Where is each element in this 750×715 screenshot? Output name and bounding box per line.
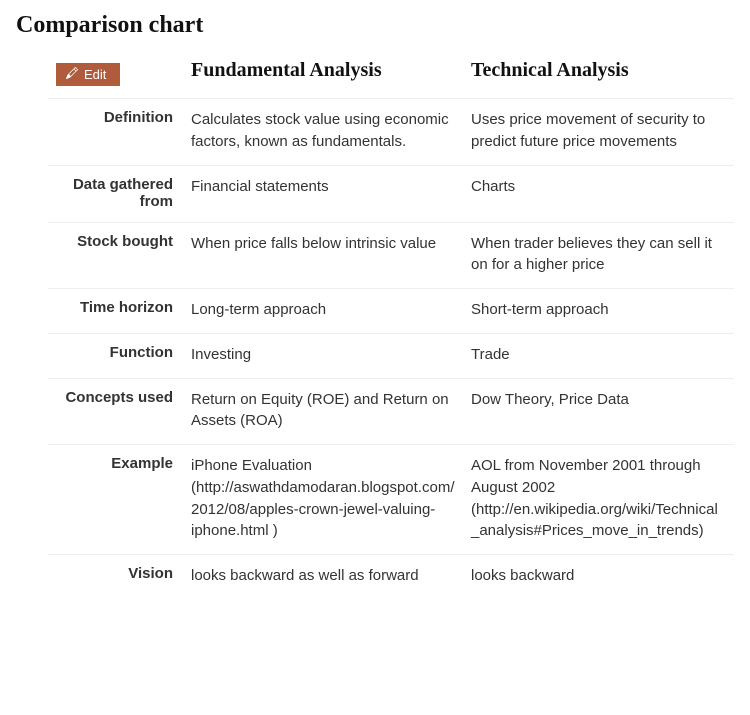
table-row: Stock boughtWhen price falls below intri…	[48, 222, 734, 289]
cell-fundamental: looks backward as well as forward	[183, 555, 463, 599]
column-header-b: Technical Analysis	[463, 53, 734, 99]
row-label: Example	[48, 445, 183, 555]
row-label: Function	[48, 333, 183, 378]
table-row: Time horizonLong-term approachShort-term…	[48, 289, 734, 334]
table-row: Data gathered fromFinancial statementsCh…	[48, 165, 734, 222]
page-title: Comparison chart	[16, 12, 734, 39]
row-label: Vision	[48, 555, 183, 599]
pencil-icon	[66, 67, 78, 82]
cell-fundamental: Financial statements	[183, 165, 463, 222]
row-label: Stock bought	[48, 222, 183, 289]
cell-fundamental: iPhone Evaluation (http://aswathdamodara…	[183, 445, 463, 555]
table-row: DefinitionCalculates stock value using e…	[48, 99, 734, 166]
cell-technical: Uses price movement of security to predi…	[463, 99, 734, 166]
cell-fundamental: Return on Equity (ROE) and Return on Ass…	[183, 378, 463, 445]
row-label: Data gathered from	[48, 165, 183, 222]
row-label: Concepts used	[48, 378, 183, 445]
cell-fundamental: Long-term approach	[183, 289, 463, 334]
row-label: Time horizon	[48, 289, 183, 334]
edit-button[interactable]: Edit	[56, 63, 120, 86]
table-row: FunctionInvestingTrade	[48, 333, 734, 378]
table-row: ExampleiPhone Evaluation (http://aswathd…	[48, 445, 734, 555]
cell-technical: Charts	[463, 165, 734, 222]
cell-fundamental: Calculates stock value using economic fa…	[183, 99, 463, 166]
comparison-table: Edit Fundamental Analysis Technical Anal…	[48, 53, 734, 599]
column-header-a: Fundamental Analysis	[183, 53, 463, 99]
cell-fundamental: Investing	[183, 333, 463, 378]
comparison-table-wrap: Edit Fundamental Analysis Technical Anal…	[16, 53, 734, 599]
edit-button-label: Edit	[84, 67, 106, 82]
cell-technical: Short-term approach	[463, 289, 734, 334]
row-label: Definition	[48, 99, 183, 166]
cell-technical: When trader believes they can sell it on…	[463, 222, 734, 289]
table-row: Concepts usedReturn on Equity (ROE) and …	[48, 378, 734, 445]
table-row: Visionlooks backward as well as forwardl…	[48, 555, 734, 599]
cell-technical: looks backward	[463, 555, 734, 599]
cell-technical: Trade	[463, 333, 734, 378]
cell-fundamental: When price falls below intrinsic value	[183, 222, 463, 289]
cell-technical: AOL from November 2001 through August 20…	[463, 445, 734, 555]
cell-technical: Dow Theory, Price Data	[463, 378, 734, 445]
